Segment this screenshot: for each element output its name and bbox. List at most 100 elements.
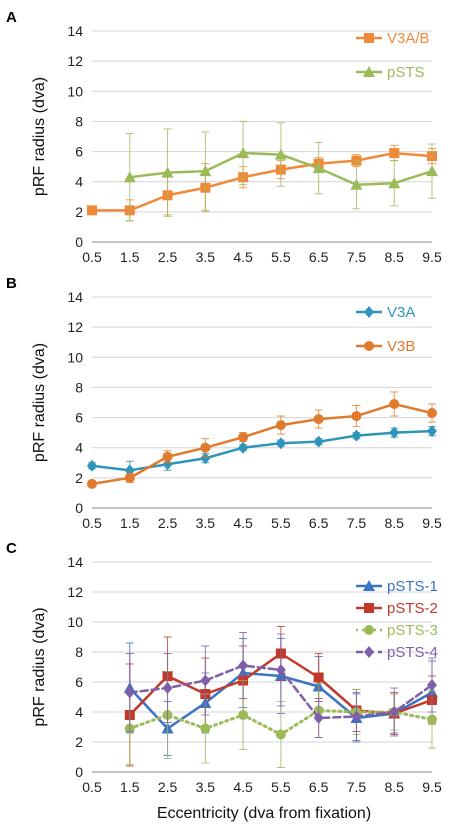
y-axis-title: pRF radius (dva) (31, 343, 48, 462)
legend-label: V3A (387, 304, 415, 321)
y-axis-title: pRF radius (dva) (31, 77, 48, 196)
data-point (162, 682, 173, 694)
data-point (313, 672, 324, 683)
data-point (199, 165, 212, 177)
data-point (162, 451, 173, 462)
legend-marker (364, 603, 374, 613)
x-tick-label: 4.5 (233, 515, 253, 531)
legend-label: pSTS-3 (387, 622, 438, 639)
y-tick-label: 12 (67, 319, 83, 335)
data-point (237, 147, 250, 159)
data-point (87, 478, 97, 489)
data-point (388, 177, 401, 189)
panel-letter-c: C (6, 540, 17, 557)
x-tick-label: 2.5 (158, 515, 178, 531)
panel-c: C 0 2 4 6 8 10 12 14 0.5 1.5 2.5 3.5 4.5 5.5 6.5 7.5 8.5… (6, 540, 442, 795)
legend-marker (364, 306, 374, 318)
y-tick-label: 6 (75, 410, 83, 426)
x-tick-label: 9.5 (422, 249, 442, 265)
data-point (350, 178, 363, 190)
data-point (351, 710, 362, 723)
data-point (427, 679, 437, 691)
data-point (123, 171, 136, 183)
legend-marker (364, 341, 374, 351)
legend-label: V3B (387, 338, 415, 355)
data-point (351, 429, 362, 442)
data-point (275, 664, 286, 676)
data-point (389, 148, 400, 159)
data-point (426, 165, 438, 177)
x-tick-label: 1.5 (120, 515, 140, 531)
x-tick-label: 6.5 (309, 779, 329, 795)
y-tick-label: 2 (75, 204, 83, 220)
y-tick-label: 2 (75, 734, 83, 750)
x-tick-label: 3.5 (196, 249, 216, 265)
x-tick-label: 2.5 (158, 249, 178, 265)
data-point (238, 659, 249, 672)
x-tick-label: 4.5 (233, 249, 253, 265)
y-tick-label: 8 (75, 644, 83, 660)
x-tick-label: 5.5 (271, 779, 291, 795)
series-line (90, 151, 434, 212)
x-axis-title: Eccentricity (dva from fixation) (157, 805, 371, 822)
data-point (389, 399, 400, 410)
data-point (351, 411, 362, 422)
data-point (427, 714, 437, 725)
x-tick-label: 9.5 (422, 779, 442, 795)
x-tick-label: 6.5 (309, 515, 329, 531)
y-tick-label: 0 (75, 764, 83, 780)
y-tick-label: 4 (75, 174, 83, 190)
data-point (162, 458, 173, 471)
legend-label: pSTS (387, 64, 425, 81)
data-point (275, 420, 286, 431)
data-point (238, 441, 249, 454)
x-tick-label: 1.5 (120, 249, 140, 265)
data-point (200, 442, 211, 453)
x-tick-label: 2.5 (158, 779, 178, 795)
x-tick-label: 7.5 (347, 515, 367, 531)
x-tick-label: 9.5 (422, 515, 442, 531)
series-v3b (87, 391, 437, 489)
y-tick-label: 4 (75, 440, 83, 456)
y-tick-label: 6 (75, 674, 83, 690)
x-tick-label: 6.5 (309, 249, 329, 265)
x-tick-label: 4.5 (233, 779, 253, 795)
data-point (238, 432, 249, 443)
x-tick-label: 0.5 (82, 249, 102, 265)
y-tick-label: 14 (67, 289, 83, 305)
data-point (87, 459, 97, 472)
data-point (313, 414, 324, 425)
legend-marker (364, 625, 374, 635)
panel-a: A 0 2 4 6 8 10 12 14 0.5 1.5 2.5 3.5 4.5 5.5 6.5 7.5 8.5… (6, 9, 442, 265)
y-tick-label: 8 (75, 379, 83, 395)
data-point (87, 205, 97, 216)
x-tick-label: 8.5 (384, 249, 404, 265)
series-psts (123, 120, 438, 222)
x-tick-label: 5.5 (271, 249, 291, 265)
y-tick-label: 4 (75, 704, 83, 720)
data-point (313, 435, 324, 448)
data-point (389, 426, 400, 439)
x-tick-label: 5.5 (271, 515, 291, 531)
legend-marker (363, 580, 375, 591)
series-line (90, 429, 434, 472)
y-tick-label: 14 (67, 23, 83, 39)
legend-marker (364, 33, 374, 43)
y-tick-label: 0 (75, 500, 83, 516)
data-point (200, 452, 211, 465)
x-tick-label: 3.5 (196, 515, 216, 531)
x-tick-label: 3.5 (196, 779, 216, 795)
x-tick-label: 8.5 (384, 515, 404, 531)
y-tick-label: 8 (75, 113, 83, 129)
data-point (161, 166, 174, 178)
data-point (313, 712, 324, 724)
x-tick-label: 1.5 (120, 779, 140, 795)
data-point (238, 710, 249, 720)
data-point (427, 425, 437, 438)
panel-letter-b: B (6, 275, 17, 292)
data-point (427, 408, 437, 419)
x-tick-label: 7.5 (347, 779, 367, 795)
data-point (124, 686, 135, 699)
legend-label: V3A/B (387, 30, 430, 47)
y-tick-label: 2 (75, 470, 83, 486)
